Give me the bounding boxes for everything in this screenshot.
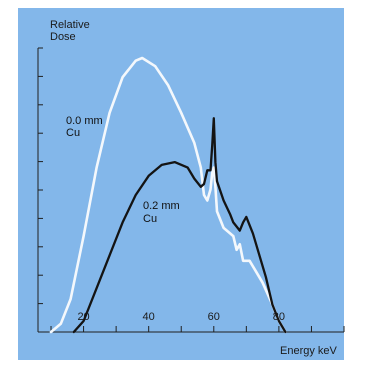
series-label-0mm-line2: Cu (66, 127, 80, 139)
x-tick-label: 20 (77, 311, 89, 323)
x-tick-label: 40 (143, 311, 155, 323)
series-lines (49, 56, 287, 334)
series-label-02mm-line1: 0.2 mm (143, 200, 180, 212)
x-tick-labels: 20 40 60 80 (77, 311, 285, 323)
x-tick-label: 60 (208, 311, 220, 323)
series-line-0mm-cu (49, 56, 287, 334)
y-axis-label-line1: Relative (50, 19, 90, 31)
x-axis-label: Energy keV (280, 345, 338, 357)
chart-background (18, 8, 344, 360)
series-line-02mm-cu (72, 117, 287, 334)
x-tick-label: 80 (273, 311, 285, 323)
tick-marks (38, 47, 345, 332)
series-label-02mm-line2: Cu (143, 213, 157, 225)
y-axis-label-line2: Dose (50, 31, 76, 43)
series-label-0mm-line1: 0.0 mm (66, 115, 103, 127)
